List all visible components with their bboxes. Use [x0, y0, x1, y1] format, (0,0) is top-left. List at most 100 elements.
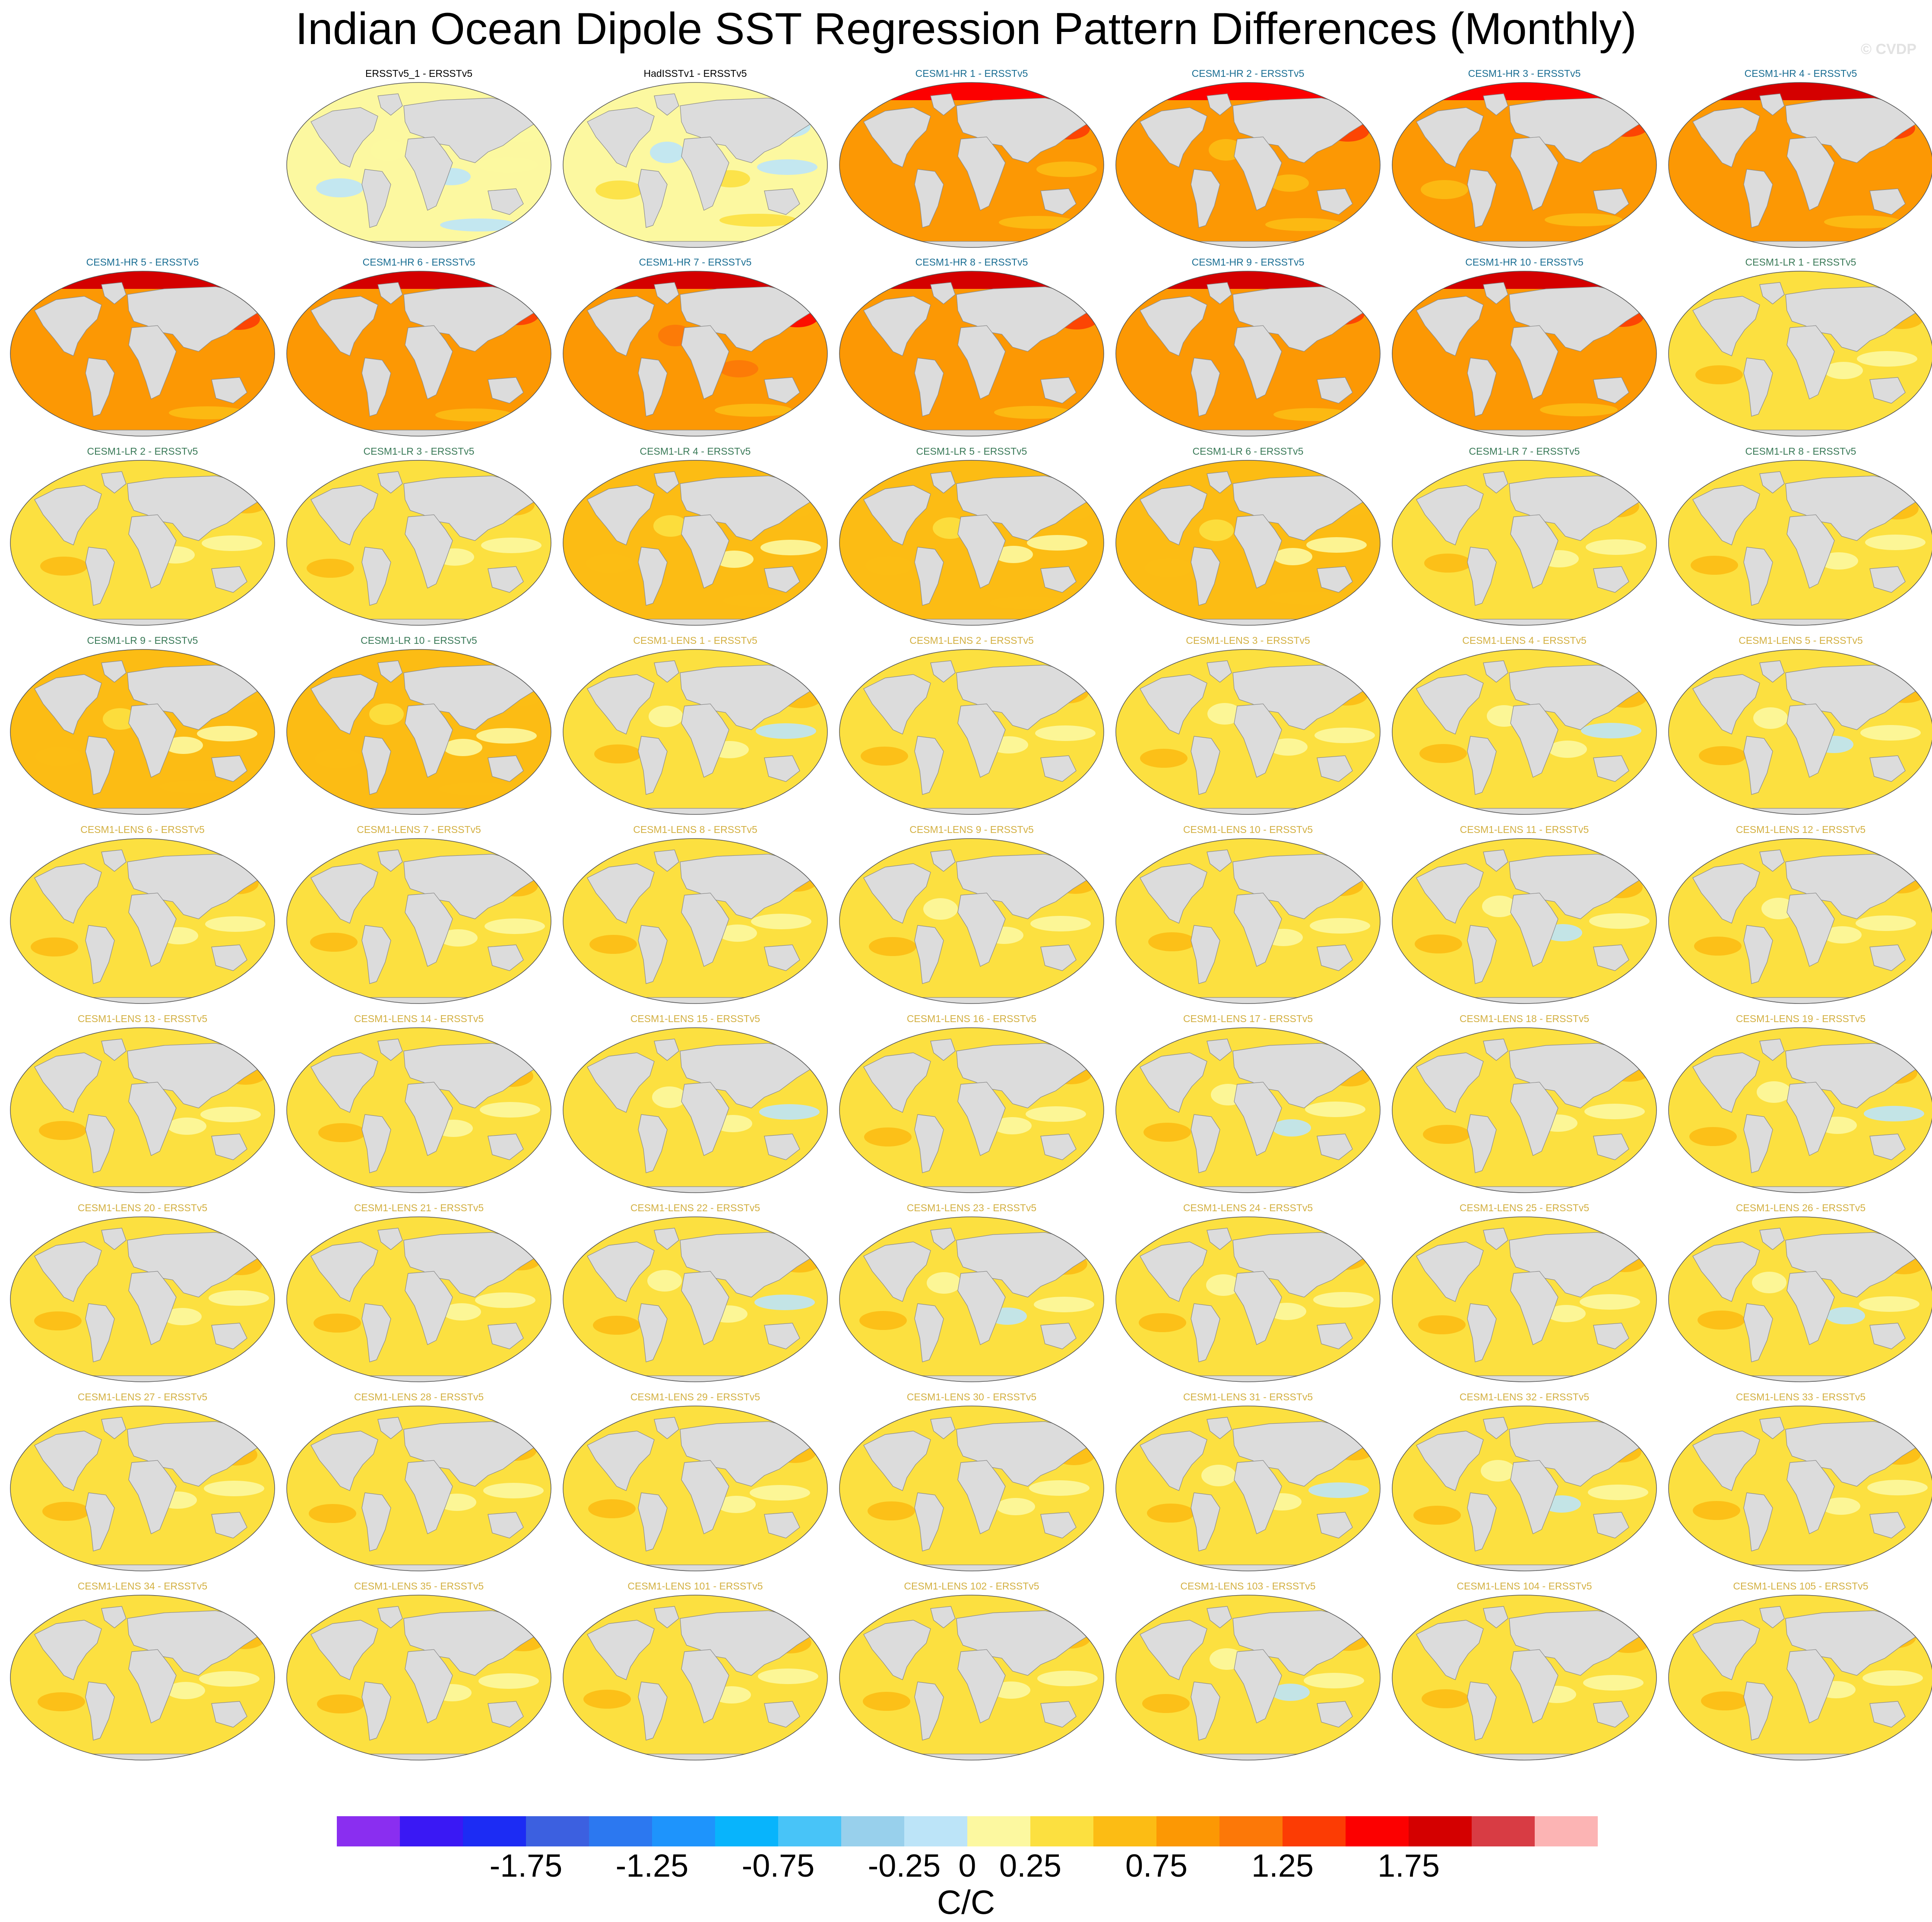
sst-anomaly-region [1586, 539, 1646, 555]
map-panel: CESM1-LENS 18 - ERSSTv5 [1386, 1013, 1663, 1203]
land-mask [613, 241, 778, 247]
map-panel: CESM1-LR 7 - ERSSTv5 [1386, 446, 1663, 636]
sst-map [1392, 82, 1657, 248]
sst-map [839, 271, 1104, 437]
land-mask [930, 660, 956, 683]
sst-anomaly-region [1272, 972, 1350, 985]
map-border [839, 271, 1104, 437]
sst-anomaly-region [166, 1682, 205, 1699]
panel-title: CESM1-LENS 28 - ERSSTv5 [354, 1391, 484, 1403]
land-mask [405, 1460, 453, 1534]
land-mask [1040, 1323, 1077, 1349]
land-mask [1166, 619, 1330, 625]
land-mask [914, 736, 944, 795]
sst-anomaly-region [647, 1270, 682, 1292]
map-panel: CESM1-LENS 8 - ERSSTv5 [557, 824, 833, 1014]
land-mask [1467, 925, 1497, 984]
sst-anomaly-region [95, 518, 129, 539]
sst-anomaly-region [34, 1311, 82, 1330]
land-mask [1234, 893, 1282, 967]
sst-anomaly-region [168, 971, 245, 984]
land-mask [1140, 863, 1207, 924]
land-mask [1718, 241, 1883, 247]
sst-anomaly-region [315, 749, 362, 768]
sst-anomaly-region [1030, 916, 1091, 931]
map-panel: CESM1-LENS 24 - ERSSTv5 [1110, 1202, 1386, 1392]
map-panel: CESM1-LENS 23 - ERSSTv5 [833, 1202, 1110, 1392]
land-mask [128, 325, 177, 399]
sst-map [839, 460, 1104, 626]
land-mask [863, 863, 931, 924]
land-mask [1743, 1492, 1773, 1552]
colorbar-swatch [1346, 1816, 1409, 1846]
land-mask [1759, 1228, 1785, 1250]
panel-title: CESM1-HR 6 - ERSSTv5 [362, 256, 475, 268]
sst-anomaly-region [1545, 360, 1584, 377]
land-mask [1416, 674, 1484, 735]
land-mask [377, 282, 403, 304]
sst-anomaly-region [1207, 703, 1242, 725]
sst-anomaly-region [1032, 345, 1092, 360]
panel-title: CESM1-LENS 30 - ERSSTv5 [906, 1391, 1037, 1403]
sst-anomaly-region [476, 728, 537, 744]
sst-map [10, 460, 275, 626]
sst-anomaly-region [1413, 1506, 1461, 1525]
land-mask [1040, 188, 1077, 215]
land-mask [1166, 997, 1330, 1004]
land-mask [930, 471, 956, 494]
map-panel: CESM1-LENS 33 - ERSSTv5 [1663, 1391, 1932, 1581]
panel-title: CESM1-HR 8 - ERSSTv5 [915, 256, 1028, 268]
sst-map [1668, 1595, 1932, 1761]
sst-anomaly-region [1143, 1123, 1191, 1142]
sst-anomaly-region [1419, 744, 1467, 763]
sst-anomaly-region [379, 329, 413, 351]
land-mask [377, 660, 403, 683]
sst-anomaly-region [1266, 1727, 1344, 1740]
map-border [1392, 1406, 1657, 1571]
map-panel: CESM1-HR 10 - ERSSTv5 [1386, 256, 1663, 446]
land-mask [587, 1052, 655, 1113]
map-border [839, 838, 1104, 1004]
high-latitude-band [1669, 82, 1932, 100]
land-mask [377, 1417, 403, 1439]
land-mask [1593, 566, 1629, 593]
land-mask [1869, 188, 1906, 215]
land-mask [1234, 136, 1282, 211]
sst-anomaly-region [1700, 182, 1748, 201]
sst-anomaly-region [656, 1460, 690, 1482]
sst-anomaly-region [205, 916, 266, 932]
sst-anomaly-region [593, 1316, 640, 1335]
panel-title: CESM1-HR 3 - ERSSTv5 [1468, 68, 1581, 79]
map-border [839, 1406, 1104, 1571]
sst-anomaly-region [750, 1485, 810, 1501]
land-mask [914, 169, 944, 228]
map-border [1668, 271, 1932, 437]
sst-anomaly-region [1304, 1673, 1364, 1688]
sst-map [1668, 649, 1932, 815]
land-mask [1234, 1082, 1282, 1156]
land-mask [1207, 1228, 1232, 1250]
panel-title: CESM1-LENS 3 - ERSSTv5 [1186, 635, 1310, 646]
land-mask [1483, 1039, 1508, 1061]
land-mask [1040, 377, 1077, 404]
sst-anomaly-region [318, 1123, 366, 1142]
sst-anomaly-region [163, 1308, 202, 1325]
land-mask [638, 547, 668, 606]
sst-anomaly-region [993, 1117, 1032, 1134]
sst-anomaly-region [1693, 1501, 1740, 1520]
map-panel: CESM1-LENS 19 - ERSSTv5 [1663, 1013, 1932, 1203]
land-mask [587, 674, 655, 735]
land-mask [587, 296, 655, 356]
sst-anomaly-region [443, 739, 482, 756]
sst-map [10, 271, 275, 437]
map-panel: CESM1-LENS 12 - ERSSTv5 [1663, 824, 1932, 1014]
sst-anomaly-region [1547, 1305, 1586, 1322]
land-mask [336, 1375, 501, 1382]
land-mask [85, 736, 115, 795]
sst-anomaly-region [163, 1161, 241, 1174]
land-mask [1743, 1114, 1773, 1173]
sst-anomaly-region [1824, 215, 1902, 228]
land-mask [1166, 808, 1330, 814]
land-mask [488, 188, 524, 215]
map-border [1115, 649, 1381, 815]
